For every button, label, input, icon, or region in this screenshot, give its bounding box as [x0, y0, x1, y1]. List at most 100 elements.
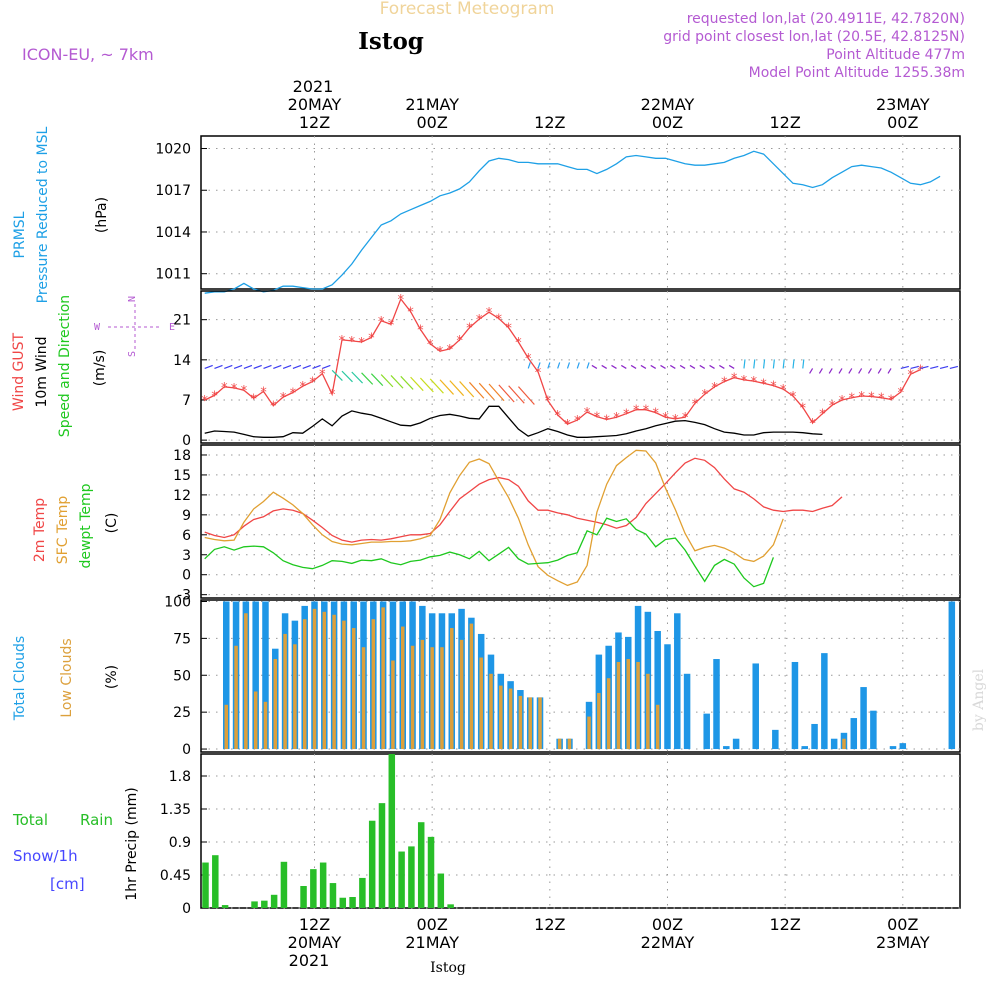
wind-direction-arrow — [689, 364, 696, 369]
gust-line-point: * — [289, 387, 297, 402]
rain-bar — [349, 897, 356, 908]
rain-bar — [339, 897, 347, 908]
clouds-frame — [200, 599, 961, 753]
wind-direction-arrow — [273, 364, 282, 369]
gust-line-point: * — [691, 397, 699, 412]
rain-bar — [310, 869, 317, 908]
gust-line-point: * — [848, 392, 856, 407]
wind-label-gust: Wind GUST — [11, 332, 27, 411]
wind-direction-arrow — [782, 359, 785, 369]
requested-coords: requested lon,lat (20.4911E, 42.7820N) — [687, 11, 965, 27]
wind-direction-arrow — [630, 364, 637, 369]
total-cloud-bar — [683, 673, 691, 750]
rain-bar — [408, 846, 415, 908]
model-altitude: Model Point Altitude 1255.38m — [749, 65, 965, 81]
gust-line-point: * — [917, 364, 925, 379]
low-cloud-bar — [302, 619, 307, 750]
gust-line-point: * — [220, 381, 228, 396]
low-cloud-bar — [410, 645, 415, 750]
wind-direction-arrow — [547, 362, 551, 369]
wind-direction-arrow — [292, 364, 302, 369]
wind-label-10m: 10m Wind — [34, 336, 50, 407]
wind-direction-arrow — [459, 381, 475, 398]
wind-ytick-label: 0 — [182, 433, 191, 449]
total-cloud-bar — [860, 687, 867, 750]
gust-line-point: * — [201, 394, 209, 409]
temp-ytick-label: 15 — [173, 468, 191, 484]
wind-direction-arrow — [468, 381, 485, 399]
wind-direction-arrow — [670, 364, 676, 369]
gust-line-point: * — [593, 411, 601, 426]
rain-bar — [202, 862, 209, 908]
top-date-label: 21MAY — [405, 95, 459, 114]
low-cloud-bar — [469, 623, 474, 750]
rain-bar — [300, 886, 307, 908]
low-cloud-bar — [557, 738, 562, 750]
low-cloud-bar — [273, 659, 278, 750]
low-cloud-bar — [587, 716, 591, 750]
gust-line-point: * — [211, 389, 219, 404]
low-cloud-bar — [606, 678, 611, 750]
compass-n: N — [127, 296, 138, 302]
wind-direction-arrow — [620, 364, 627, 369]
pressure-unit: (hPa) — [94, 197, 110, 233]
low-cloud-bar — [253, 691, 258, 750]
wind-direction-arrow — [601, 364, 607, 369]
precip-label-cm: [cm] — [50, 875, 85, 893]
low-cloud-bar — [371, 619, 376, 750]
low-cloud-bar — [391, 660, 395, 750]
wind-direction-arrow — [640, 364, 647, 369]
temp-unit: (C) — [104, 513, 120, 534]
top-hour-label: 00Z — [887, 113, 918, 132]
rain-bar — [447, 904, 454, 908]
rain-bar — [270, 894, 278, 908]
wind-direction-arrow — [709, 364, 715, 369]
temp-ytick-label: 3 — [182, 548, 191, 564]
wind-direction-arrow — [233, 364, 243, 369]
gust-line-point: * — [838, 394, 846, 409]
rain-bar — [221, 905, 229, 908]
gust-line — [204, 297, 921, 425]
gust-line-point: * — [426, 338, 434, 353]
gust-line-point: * — [466, 322, 474, 337]
gust-line-point: * — [720, 376, 728, 391]
low-cloud-bar — [351, 628, 356, 750]
wind-direction-arrow — [920, 365, 929, 370]
rain-bar — [417, 822, 425, 908]
gust-line-point: * — [789, 390, 797, 405]
low-cloud-bar — [842, 738, 846, 750]
compass-e: E — [169, 322, 175, 333]
gust-line-point: * — [299, 380, 307, 395]
wind-ytick-label: 14 — [173, 353, 191, 369]
wind-direction-arrow — [719, 364, 725, 369]
low-cloud-bar — [479, 657, 483, 750]
bottom-year-label: 2021 — [289, 951, 330, 970]
rain-bar — [368, 820, 376, 908]
gust-line-point: * — [760, 377, 768, 392]
wind-direction-arrow — [361, 372, 374, 385]
gust-line-point: * — [809, 417, 817, 432]
temp-dewpt-line — [204, 517, 775, 588]
total-cloud-bar — [713, 659, 720, 750]
low-cloud-bar — [636, 661, 640, 750]
wind-direction-arrow — [858, 368, 863, 374]
low-cloud-bar — [244, 613, 248, 750]
total-cloud-bar — [703, 713, 710, 750]
rain-bar — [359, 877, 366, 908]
clouds-label-low: Low Clouds — [59, 638, 75, 717]
wind-direction-arrow — [660, 364, 666, 369]
low-cloud-bar — [400, 626, 405, 750]
clouds-ytick-label: 75 — [173, 631, 191, 647]
wind-direction-arrow — [380, 374, 394, 388]
gust-line-point: * — [377, 315, 385, 330]
temp-ytick-label: 12 — [173, 488, 191, 504]
pressure-label-1: PRMSL — [12, 211, 28, 258]
clouds-ytick-label: 50 — [173, 668, 191, 684]
total-cloud-bar — [772, 729, 779, 750]
total-cloud-bar — [899, 743, 907, 750]
low-cloud-bar — [322, 611, 327, 750]
low-cloud-bar — [332, 614, 336, 750]
gust-line-point: * — [250, 392, 258, 407]
clouds-panel: 0 25 50 75 100 — [164, 594, 961, 758]
total-cloud-bar — [791, 661, 799, 750]
